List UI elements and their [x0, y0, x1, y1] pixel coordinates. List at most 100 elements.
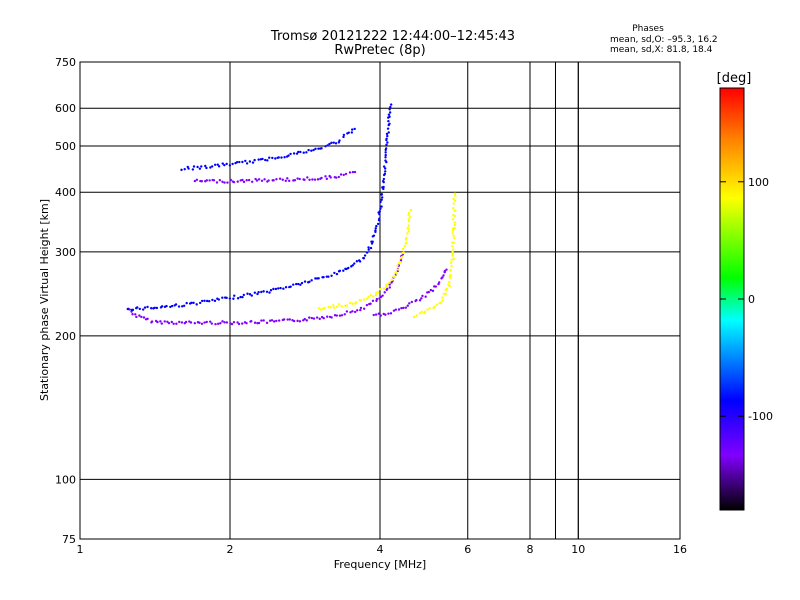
data-point [348, 171, 352, 174]
data-point [268, 156, 271, 159]
data-point [353, 262, 356, 265]
data-point [310, 149, 313, 152]
data-point [223, 321, 226, 324]
y-tick-label: 750 [55, 56, 76, 69]
data-point [367, 295, 370, 298]
data-point [330, 141, 333, 145]
data-point [390, 278, 394, 282]
data-point [223, 181, 226, 184]
data-point [184, 320, 188, 324]
data-point [191, 168, 195, 171]
data-point [292, 152, 296, 155]
data-point [200, 165, 203, 168]
data-point [389, 312, 393, 315]
data-point [208, 300, 211, 303]
data-point [268, 319, 272, 322]
data-point [138, 314, 141, 317]
data-point [238, 160, 241, 164]
data-point [134, 313, 137, 316]
data-point [256, 292, 259, 296]
data-point [452, 197, 455, 200]
data-point [379, 314, 382, 317]
data-point [246, 292, 249, 295]
data-point [433, 305, 437, 308]
data-point [437, 281, 441, 284]
data-point [444, 292, 448, 295]
y-axis-ticks: 75 100 200 300 400 500 600 750 [55, 56, 76, 546]
data-point [401, 247, 405, 251]
data-point [282, 318, 286, 321]
data-point [449, 261, 453, 265]
data-point [236, 180, 239, 183]
data-point [292, 319, 296, 323]
data-point [316, 178, 320, 181]
data-point [407, 213, 410, 217]
data-point [289, 152, 292, 156]
data-point [228, 164, 232, 167]
data-point [131, 313, 134, 316]
data-point [415, 314, 419, 317]
y-tick-label: 600 [55, 102, 76, 115]
data-point [453, 192, 457, 195]
data-point [329, 306, 333, 309]
data-point [338, 139, 341, 142]
data-point [303, 178, 306, 181]
data-point [310, 279, 313, 282]
data-point [407, 220, 411, 223]
data-point [272, 320, 276, 323]
data-point [342, 173, 345, 177]
data-point [229, 178, 233, 182]
data-point [169, 305, 172, 309]
y-tick-label: 200 [55, 330, 76, 343]
data-point [400, 255, 404, 259]
data-point [150, 307, 153, 310]
data-point [340, 305, 343, 308]
data-point [251, 180, 254, 183]
data-point [443, 269, 447, 273]
data-point [215, 181, 219, 184]
data-point [298, 320, 302, 323]
data-point [387, 113, 391, 116]
data-point [210, 322, 214, 325]
data-point [347, 131, 350, 134]
data-point [452, 248, 455, 251]
data-point [241, 178, 244, 182]
data-point [402, 306, 405, 310]
data-point [340, 314, 344, 317]
x-tick-label: 4 [377, 543, 384, 556]
data-point [335, 272, 339, 276]
colorbar-tick-label: 100 [748, 176, 769, 189]
data-point [232, 297, 235, 300]
data-point [434, 285, 438, 288]
data-point [445, 287, 449, 291]
data-point [205, 179, 209, 182]
data-point [150, 320, 154, 323]
data-point [342, 269, 345, 272]
data-point [274, 287, 278, 291]
data-point [453, 221, 456, 224]
data-point [359, 308, 362, 312]
data-point [293, 179, 297, 182]
data-point [452, 257, 455, 261]
data-point [351, 310, 354, 313]
data-point [180, 321, 184, 324]
data-point [237, 322, 241, 326]
data-point [204, 164, 207, 168]
data-point [286, 318, 289, 321]
data-point [327, 305, 330, 309]
data-point [209, 320, 212, 323]
data-point [163, 320, 166, 323]
data-point [146, 305, 149, 309]
data-point [288, 318, 291, 321]
data-point [366, 297, 369, 300]
data-point [384, 170, 387, 173]
y-tick-label: 500 [55, 140, 76, 153]
data-point [251, 161, 255, 164]
data-point [339, 173, 343, 176]
data-point [353, 310, 357, 314]
data-point [404, 306, 408, 309]
data-point [376, 222, 380, 226]
data-point [178, 320, 181, 324]
data-point [141, 308, 145, 311]
data-point [265, 290, 269, 293]
